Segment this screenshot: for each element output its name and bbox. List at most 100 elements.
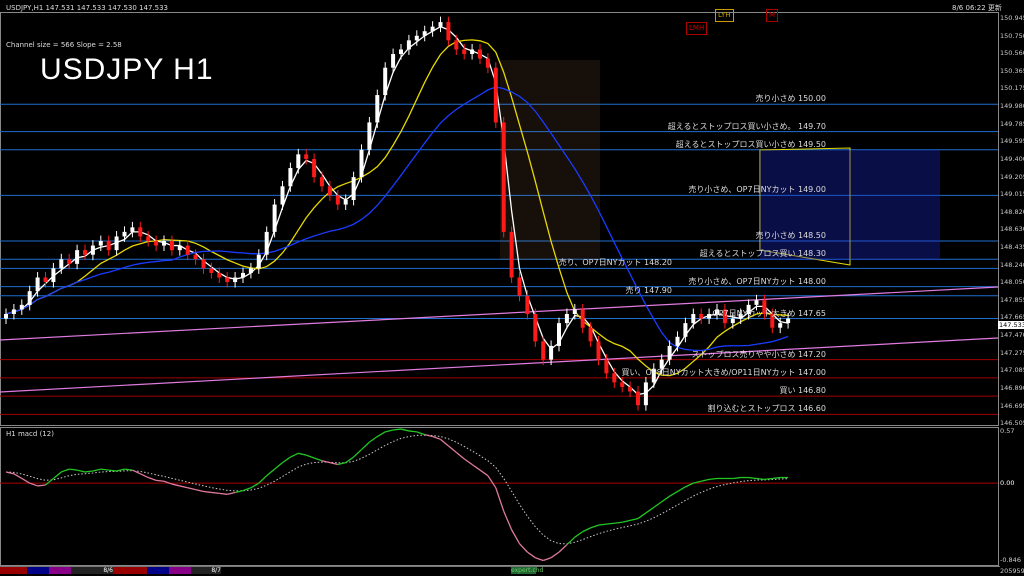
candle [683, 323, 688, 337]
symbol-info: USDJPY,H1 147.531 147.533 147.530 147.53… [6, 4, 168, 12]
macd-segment [432, 435, 441, 440]
macd-segment [669, 490, 678, 497]
macd-segment [701, 478, 710, 482]
price-tick: 147.470 [1000, 330, 1024, 339]
candle [225, 277, 230, 283]
candle [628, 386, 633, 392]
macd-segment [511, 529, 521, 545]
price-tick: 147.275 [1000, 348, 1024, 357]
macd-segment [298, 452, 307, 456]
update-time: 8/6 06:22 更新 [952, 4, 1002, 12]
macd-segment [629, 517, 639, 522]
candle [533, 313, 538, 342]
level-label: 超えるとストップロス買い小さめ。 149.70 [667, 121, 826, 131]
chart-title: USDJPY H1 [40, 53, 214, 86]
trendline-lower [0, 337, 999, 393]
macd-segment [195, 489, 204, 493]
macd-segment [227, 491, 236, 495]
candle [564, 313, 569, 324]
macd-segment [574, 531, 584, 538]
candle [738, 313, 743, 319]
status-text: expert.chd [511, 567, 544, 574]
macd-segment [455, 451, 465, 460]
price-tick: 148.050 [1000, 278, 1024, 287]
macd-segment [598, 523, 607, 526]
macd-segment [329, 461, 338, 466]
candle [304, 154, 309, 159]
candle [778, 323, 783, 328]
candle [667, 345, 672, 360]
candle [367, 122, 372, 150]
macd-segment [709, 477, 718, 481]
macd-tick: 0.00 [1000, 479, 1015, 487]
price-tick: 148.820 [1000, 207, 1024, 216]
ichimoku-cloud [760, 150, 940, 260]
level-label: 売り小さめ、OP7日NYカット 149.00 [688, 185, 826, 195]
candle [722, 309, 727, 324]
macd-segment [487, 475, 497, 489]
price-tick: 147.085 [1000, 366, 1024, 375]
tab-day[interactable]: 8/6 [93, 567, 113, 574]
macd-segment [622, 519, 631, 523]
macd-segment [614, 521, 623, 524]
macd-segment [353, 449, 362, 458]
candle [430, 26, 435, 32]
candle [730, 318, 735, 324]
price-tick: 150.560 [1000, 49, 1024, 58]
candle [525, 295, 530, 314]
macd-segment [385, 429, 394, 433]
macd-segment [772, 476, 781, 480]
macd-segment [337, 461, 346, 466]
macd-segment [748, 476, 757, 480]
candle [67, 259, 72, 264]
level-label: OP7日NYカット大きめ 147.65 [712, 308, 826, 318]
candle [707, 313, 712, 319]
candle [177, 245, 182, 251]
macd-segment [140, 473, 149, 479]
macd-segment [558, 544, 568, 553]
candle [375, 95, 380, 123]
candle [715, 309, 719, 314]
candle [233, 277, 238, 283]
macd-segment [76, 469, 86, 473]
level-label: 買い 146.80 [779, 386, 826, 396]
level-label: 売り小さめ 150.00 [755, 94, 826, 104]
macd-segment [171, 483, 180, 487]
tab-day[interactable]: 8/7 [201, 567, 221, 574]
candle [636, 391, 640, 406]
price-tick: 149.205 [1000, 172, 1024, 181]
macd-segment [163, 480, 173, 485]
macd-segment [242, 487, 252, 492]
macd-pane-border [0, 427, 999, 566]
candle [620, 382, 625, 387]
candle [746, 304, 751, 314]
candle [35, 277, 40, 292]
macd-segment [653, 501, 663, 508]
macd-segment [535, 557, 544, 562]
candle [59, 259, 64, 269]
candle [4, 313, 8, 319]
macd-segment [290, 452, 299, 458]
status-bar: 8/6 8/7 expert.chd [0, 566, 1000, 574]
ma-fast-line [5, 25, 789, 396]
level-label: 割り込むとストップロス 146.60 [707, 404, 826, 414]
level-label: 売り小さめ 148.50 [755, 231, 826, 241]
candle [272, 204, 277, 232]
candle [359, 149, 364, 178]
macd-segment [416, 431, 425, 436]
candle [604, 359, 609, 374]
macd-segment [84, 470, 93, 473]
lmh-marker: LMH [686, 22, 708, 35]
trendline-upper [0, 286, 999, 341]
price-tick: 146.695 [1000, 401, 1024, 410]
level-label: 売り、OP7日NYカット 148.20 [558, 258, 672, 268]
macd-segment [313, 457, 323, 462]
macd-segment [321, 460, 331, 464]
candle [501, 122, 506, 232]
macd-segment [369, 435, 378, 443]
macd-segment [179, 485, 188, 489]
price-tick: 146.505 [1000, 419, 1024, 427]
candle [596, 341, 601, 360]
candle [509, 231, 514, 278]
